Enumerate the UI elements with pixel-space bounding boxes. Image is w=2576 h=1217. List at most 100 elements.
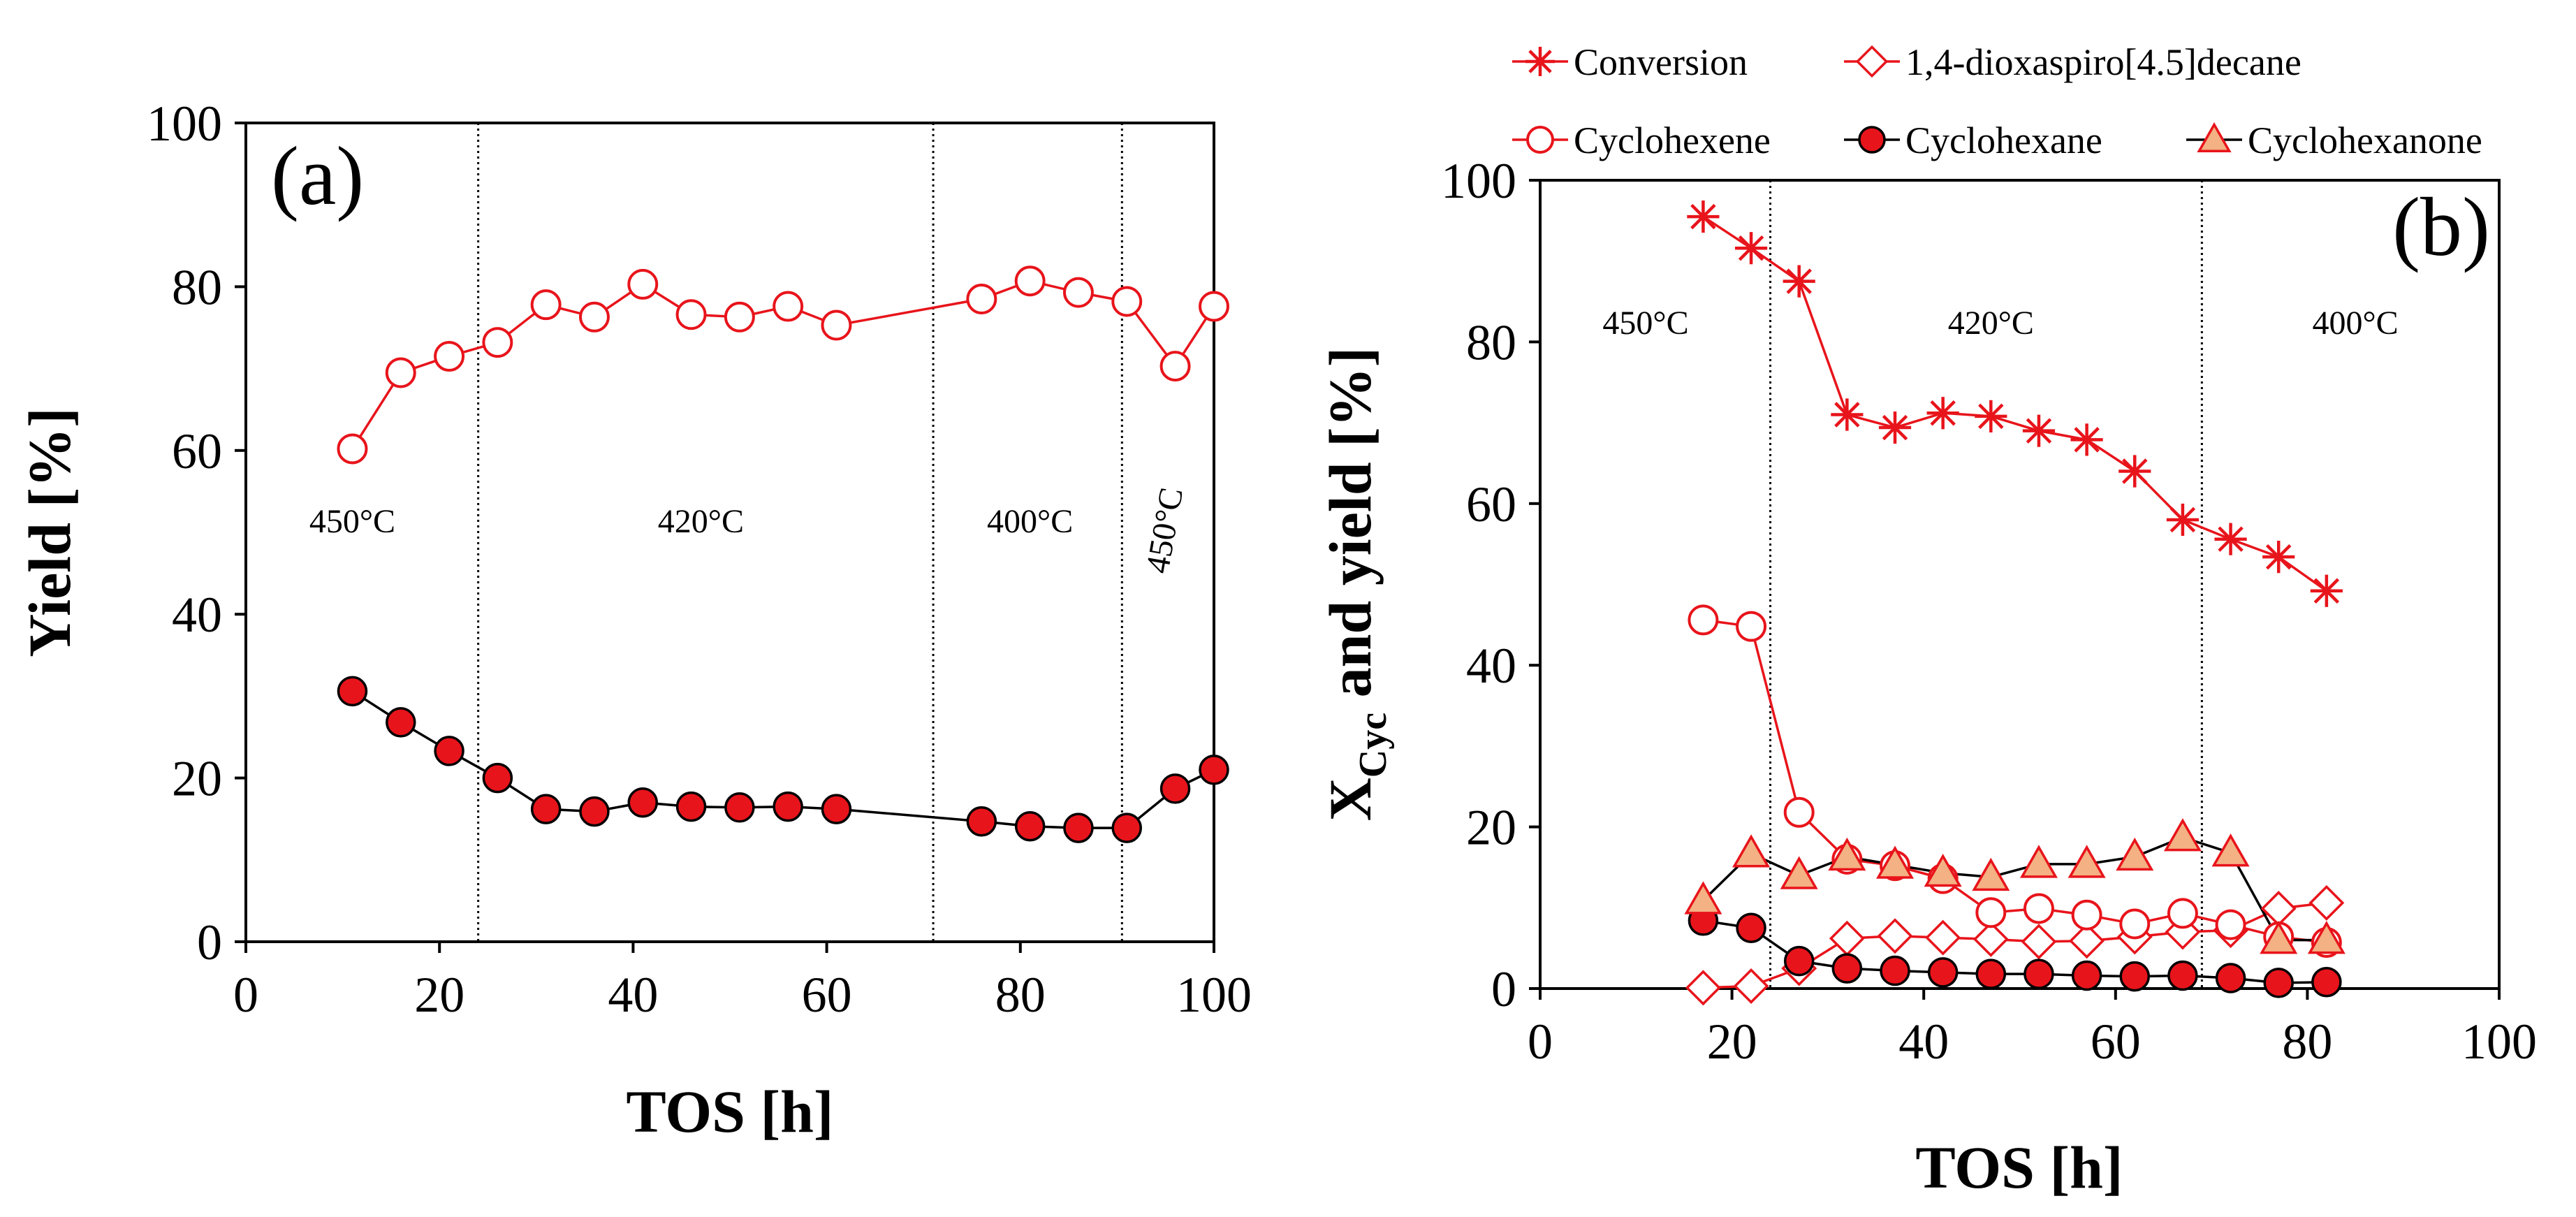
- b-data-point-cyclohexanone: [2260, 921, 2298, 954]
- a-x-tick-label: 20: [414, 967, 464, 1023]
- b-data-point-cyclohexene: [2215, 909, 2246, 940]
- a-data-point-cyclohexane: [1014, 810, 1046, 842]
- b-data-point-1-4-dioxaspiro-4-5-decane: [2021, 924, 2057, 960]
- b-data-point-cyclohexanone: [2163, 818, 2202, 852]
- b-data-point-conversion: [1926, 397, 1959, 430]
- b-data-point-1-4-dioxaspiro-4-5-decane: [1925, 919, 1961, 956]
- b-data-point-cyclohexene: [2023, 893, 2054, 924]
- panel-b: 0 20 40 60 80 100 0 20 40 60 80 100 450°C 420°C 400°C…: [1317, 153, 2537, 1201]
- b-data-point-cyclohexane: [2263, 968, 2294, 998]
- b-data-point-cyclohexanone: [2307, 921, 2346, 954]
- a-data-point-cyclohexane: [1199, 755, 1229, 785]
- a-data-point-cyclohexane: [530, 794, 562, 824]
- b-data-point-cyclohexane: [2071, 960, 2102, 991]
- b-series-line-conversion: [1702, 215, 2327, 592]
- a-data-point-cyclohexene: [578, 301, 610, 333]
- legend-marker-cyclohexene: [1526, 126, 1554, 154]
- a-data-point-cyclohexene: [773, 291, 804, 322]
- a-data-point-cyclohexane: [579, 796, 610, 827]
- b-y-tick-label: 20: [1466, 800, 1516, 856]
- b-data-point-1-4-dioxaspiro-4-5-decane: [1685, 970, 1721, 1006]
- a-temperature-label: 420°C: [658, 503, 744, 540]
- b-data-point-cyclohexene: [1975, 897, 2007, 928]
- b-data-point-conversion: [1831, 398, 1864, 431]
- b-data-point-1-4-dioxaspiro-4-5-decane: [2069, 923, 2105, 959]
- b-data-point-cyclohexanone: [1875, 845, 1915, 879]
- a-data-point-cyclohexene: [482, 327, 513, 358]
- b-data-point-cyclohexene: [2071, 899, 2102, 931]
- a-data-point-cyclohexene: [966, 283, 997, 314]
- a-y-tick-label: 0: [197, 914, 222, 970]
- y-axis-label-a: Yield [%]: [16, 407, 83, 657]
- a-data-point-cyclohexane: [337, 676, 368, 707]
- legend-label-cyclohexanone: Cyclohexanone: [2248, 119, 2482, 161]
- b-data-point-conversion: [2214, 523, 2247, 555]
- b-data-point-1-4-dioxaspiro-4-5-decane: [1829, 920, 1865, 956]
- plot-area-a: [244, 122, 1215, 943]
- b-x-tick-label: 40: [1898, 1014, 1949, 1070]
- b-data-point-cyclohexene: [1736, 611, 1767, 642]
- panel-label-a: (a): [271, 129, 364, 222]
- b-data-point-conversion: [1878, 411, 1912, 444]
- b-data-point-cyclohexane: [1736, 912, 1766, 943]
- a-data-point-cyclohexane: [966, 806, 997, 837]
- b-data-point-cyclohexane: [2167, 960, 2198, 991]
- a-data-point-cyclohexene: [1014, 265, 1046, 297]
- b-y-tick-label: 60: [1466, 476, 1516, 532]
- a-x-tick-label: 0: [233, 967, 258, 1023]
- b-data-point-conversion: [1687, 200, 1720, 233]
- a-x-tick-label: 80: [995, 967, 1046, 1023]
- b-data-point-cyclohexanone: [1828, 837, 1866, 871]
- b-data-point-conversion: [2262, 541, 2295, 574]
- a-x-tick-label: 60: [802, 967, 852, 1023]
- a-data-point-cyclohexane: [434, 736, 464, 766]
- y-axis-label-b-main: X: [1317, 778, 1384, 821]
- a-data-point-cyclohexane: [675, 791, 707, 822]
- a-data-point-cyclohexene: [1159, 351, 1191, 382]
- b-data-point-cyclohexanone: [2116, 837, 2154, 871]
- a-data-point-cyclohexane: [627, 787, 659, 818]
- b-data-point-cyclohexanone: [1732, 834, 1771, 868]
- legend-label-cyclohexane: Cyclohexane: [1905, 119, 2102, 161]
- b-y-tick-label: 40: [1466, 638, 1516, 694]
- a-data-point-cyclohexane: [482, 762, 513, 794]
- legend-label-1-4-dioxaspiro-4-5-decane: 1,4-dioxaspiro[4.5]decane: [1905, 41, 2301, 83]
- b-data-point-cyclohexane: [2215, 963, 2246, 993]
- b-data-point-cyclohexane: [1831, 953, 1863, 984]
- b-data-point-cyclohexanone: [1924, 854, 1962, 887]
- b-y-tick-label: 100: [1441, 153, 1516, 209]
- a-data-point-cyclohexene: [434, 341, 465, 372]
- a-y-tick-label: 80: [172, 259, 222, 315]
- a-data-point-cyclohexene: [1199, 291, 1229, 322]
- b-series-line-cyclohexene: [1703, 618, 2327, 944]
- b-data-point-cyclohexanone: [2211, 833, 2250, 867]
- a-data-point-cyclohexene: [1062, 277, 1094, 308]
- a-data-point-cyclohexene: [627, 268, 659, 300]
- b-data-point-1-4-dioxaspiro-4-5-decane: [1877, 918, 1913, 954]
- b-data-point-cyclohexene: [1783, 796, 1815, 828]
- a-x-tick-label: 40: [608, 967, 658, 1023]
- b-data-point-1-4-dioxaspiro-4-5-decane: [1733, 968, 1769, 1005]
- a-data-point-cyclohexene: [821, 309, 852, 341]
- a-data-point-cyclohexane: [821, 794, 852, 824]
- y-axis-label-b-rest: and yield [%]: [1317, 347, 1384, 713]
- a-y-tick-label: 40: [172, 587, 222, 643]
- b-data-point-cyclohexene: [2167, 898, 2198, 929]
- b-x-tick-label: 0: [1528, 1014, 1553, 1070]
- b-y-tick-label: 80: [1466, 314, 1516, 370]
- a-data-point-cyclohexane: [773, 791, 803, 822]
- legend-b: Conversion 1,4-dioxaspiro[4.5]decane Cyclo…: [1512, 41, 2482, 161]
- a-data-point-cyclohexene: [337, 433, 368, 465]
- a-data-point-cyclohexane: [724, 792, 755, 823]
- a-temperature-label: 450°C: [1139, 485, 1190, 576]
- b-x-tick-label: 80: [2282, 1014, 2332, 1070]
- b-data-point-cyclohexanone: [2068, 845, 2106, 878]
- panel-a: 0 20 40 60 80 100 0 20 40 60 80 100 450°C 420°C 400°C…: [16, 96, 1252, 1145]
- b-data-point-cyclohexene: [2119, 908, 2151, 940]
- y-axis-label-b-sub: Cyc: [1352, 713, 1395, 778]
- a-y-tick-label: 60: [172, 423, 222, 479]
- a-data-point-cyclohexene: [724, 301, 755, 333]
- b-data-point-cyclohexanone: [1780, 856, 1818, 889]
- b-data-point-cyclohexane: [1927, 957, 1959, 988]
- b-data-point-cyclohexanone: [1972, 857, 2010, 891]
